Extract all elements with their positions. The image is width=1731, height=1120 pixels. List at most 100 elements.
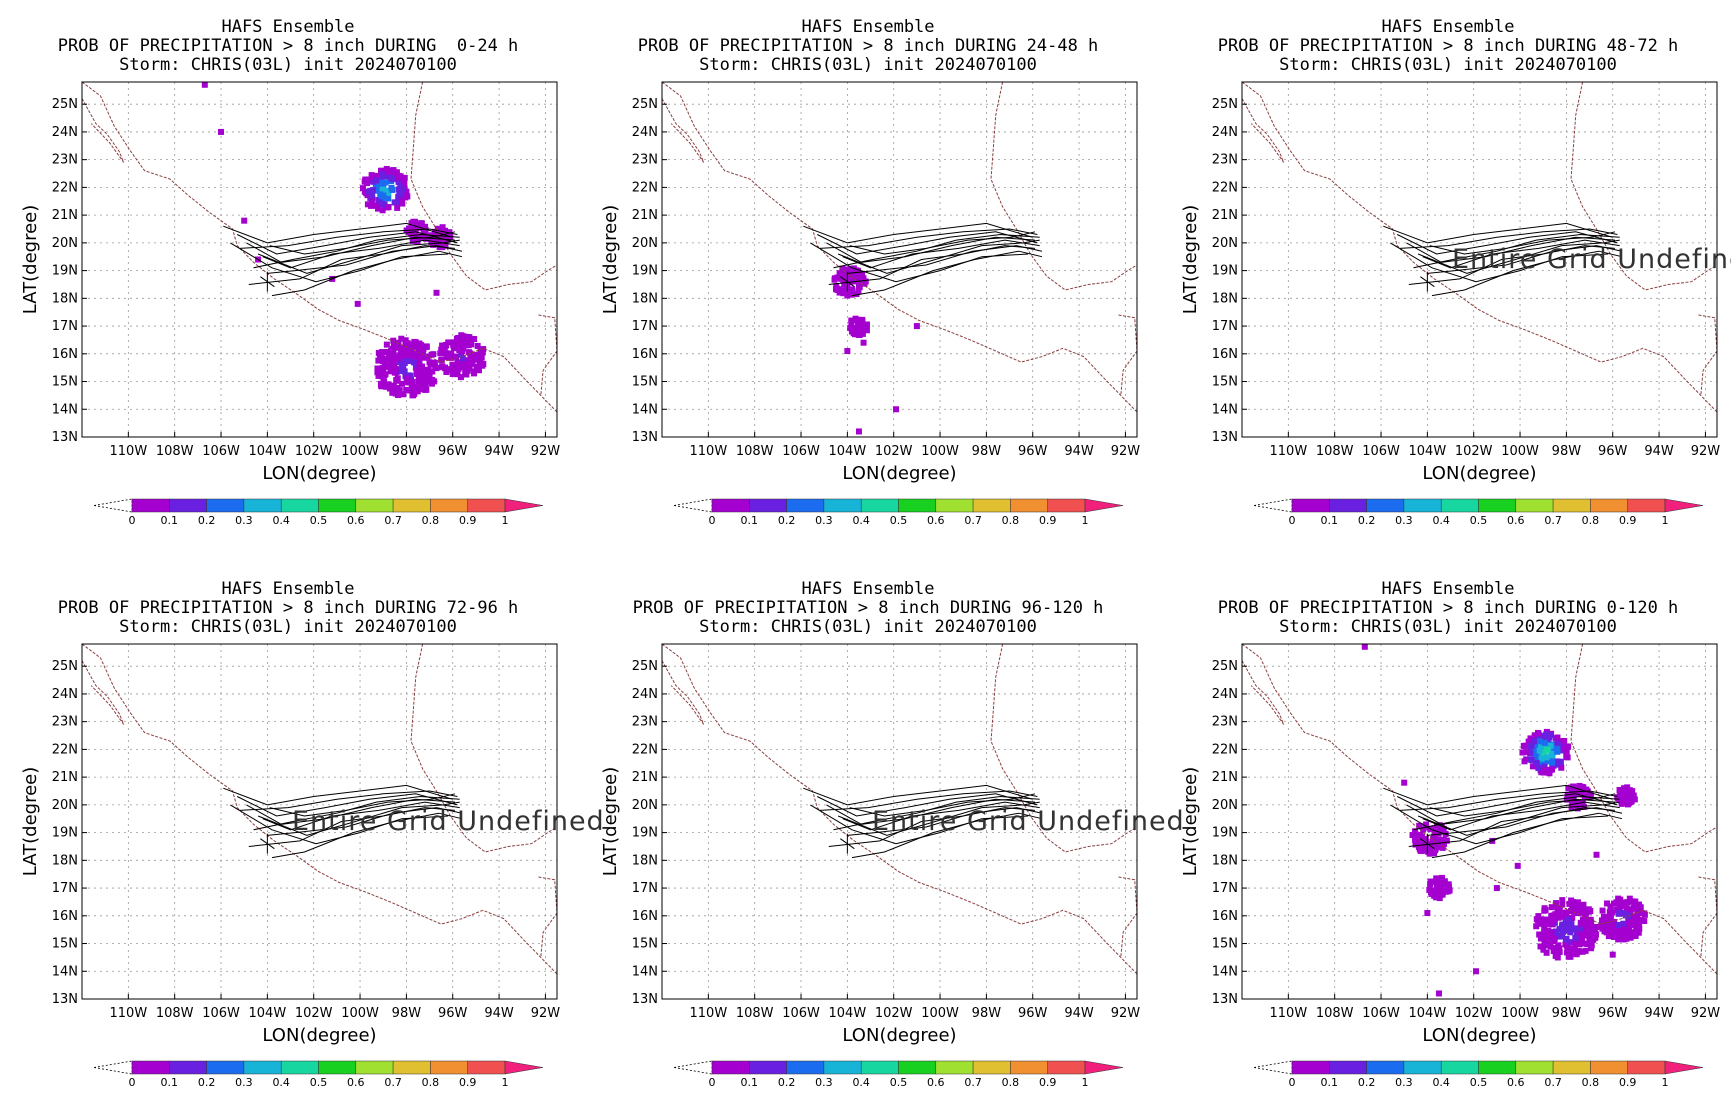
precip-cell [1558,913,1565,920]
colorbar-tick-label: 0.9 [459,514,477,527]
precip-cell [1420,845,1427,852]
precip-cell [418,233,425,240]
precip-cell [1641,918,1648,925]
precip-cell [402,337,409,344]
precip-cell [1439,844,1446,851]
y-tick-label: 20N [52,236,78,251]
x-axis-label: LON(degree) [842,1025,956,1046]
baja-coastline [82,660,125,725]
colorbar-tick-label: 0.3 [815,514,833,527]
precip-cell [1401,779,1408,786]
y-tick-label: 14N [52,402,78,417]
precip-cell [1580,901,1587,908]
y-tick-label: 25N [1212,659,1238,674]
precip-cell [405,353,412,360]
chart-subtitle: PROB OF PRECIPITATION > 8 inch DURING 0-… [57,36,519,56]
colorbar-swatch [392,1060,431,1075]
precip-cell [1617,896,1624,903]
colorbar-tick-label: 0.3 [815,1076,833,1089]
precip-cell [1553,900,1560,907]
precip-cell [1570,950,1577,957]
y-tick-label: 20N [632,236,658,251]
y-tick-label: 19N [1212,264,1238,279]
colorbar-swatch [430,1060,468,1075]
precip-cell [1420,826,1427,833]
precip-cell [471,356,478,363]
y-tick-label: 24N [1212,125,1238,140]
y-tick-label: 18N [1212,853,1238,868]
precip-cell [1583,910,1590,917]
colorbar: 0 0.1 0.2 0.3 0.4 0.5 0.6 0.7 0.8 0.9 1 [93,498,544,527]
precip-cell [1555,913,1562,920]
precip-cell [1441,841,1448,848]
precip-cell [1556,945,1563,952]
x-tick-label: 104W [249,444,287,459]
x-tick-label: 106W [782,444,820,459]
grid-lines [662,82,1137,437]
precip-cell [1552,952,1559,959]
colorbar-tick-label: 0 [129,514,136,527]
track-line [223,222,453,244]
precip-cell [1412,837,1419,844]
colorbar-tick-label: 0.5 [1470,514,1488,527]
precip-cell [1628,906,1635,913]
precip-cell [361,188,368,195]
ensemble-tracks [1383,222,1623,297]
precip-cell [400,361,407,368]
precip-cell [1443,837,1450,844]
colorbar-tick-label: 0.2 [198,514,216,527]
colorbar-tick-label: 0 [709,1076,716,1089]
chart-subtitle: PROB OF PRECIPITATION > 8 inch DURING 96… [632,598,1104,618]
country-border [538,876,557,958]
colorbar-tick-label: 1 [1082,1076,1089,1089]
colorbar-under-triangle [673,498,713,513]
precip-cell [469,360,476,367]
baja-coastline [662,98,705,163]
precip-cell [1531,732,1538,739]
precip-cell [842,283,849,290]
precip-cell [1432,847,1439,854]
precip-cell [1546,770,1553,777]
plot-svg: Entire Grid Undefined 13N 14N 15N 16N 17N 18N 1… [600,643,1184,1089]
ensemble-tracks [223,784,463,859]
precip-cell [1553,928,1560,935]
precip-cell [1603,900,1610,907]
precip-cell [844,267,851,274]
x-tick-label: 100W [341,1006,379,1021]
precip-cell [1600,913,1607,920]
pacific-coastline [82,82,557,413]
colorbar-tick-label: 0.8 [1002,514,1020,527]
precip-cell [1558,738,1565,745]
precip-cell [420,346,427,353]
precip-cell [1529,763,1536,770]
y-tick-label: 24N [1212,687,1238,702]
y-tick-label: 14N [632,964,658,979]
track-line [847,807,1043,836]
precip-cell [1535,738,1542,745]
colorbar-tick-label: 0.2 [1358,1076,1376,1089]
chart-panel-5: HAFS Ensemble PROB OF PRECIPITATION > 8 i… [580,562,1184,1120]
x-tick-label: 94W [484,444,514,459]
precip-cell [401,368,408,375]
precip-cell [1430,835,1437,842]
plot-frame [661,643,1138,1000]
x-tick-label: 92W [531,444,561,459]
chart-storm: Storm: CHRIS(03L) init 2024070100 [1279,55,1617,75]
plot-svg: 13N 14N 15N 16N 17N 18N 19N 20N 21N 22N 23N 24N 25N 1… [1180,643,1720,1089]
precip-cell [1540,946,1547,953]
x-tick-label: 92W [531,1006,561,1021]
precip-cell [1634,908,1641,915]
precip-cell [1579,904,1586,911]
precip-cell [847,325,854,332]
y-tick-label: 14N [1212,964,1238,979]
colorbar-tick-label: 0.1 [1321,514,1339,527]
colorbar-tick-label: 0.4 [1432,514,1450,527]
y-tick-label: 16N [632,347,658,362]
y-axis-label: LAT(degree) [600,205,621,314]
precip-cell [855,319,862,326]
precip-cell [1588,919,1595,926]
y-tick-label: 25N [52,659,78,674]
colorbar-tick-label: 0 [1289,1076,1296,1089]
country-border [538,314,557,396]
precip-cell [1533,759,1540,766]
